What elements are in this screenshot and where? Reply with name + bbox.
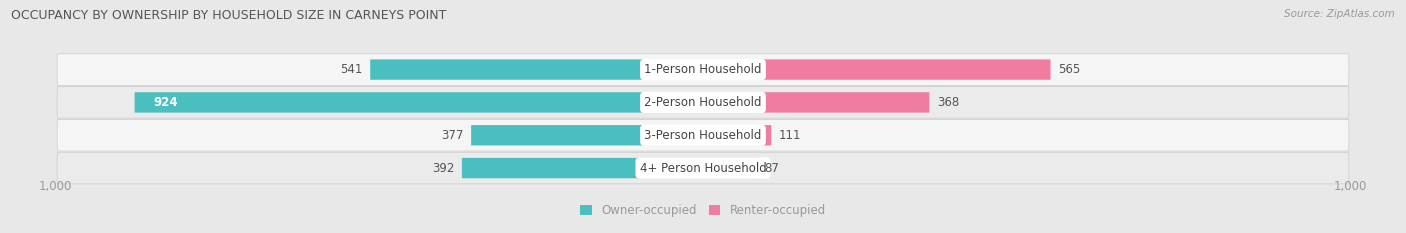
FancyBboxPatch shape xyxy=(461,158,703,178)
FancyBboxPatch shape xyxy=(135,92,703,113)
Text: 924: 924 xyxy=(153,96,177,109)
FancyBboxPatch shape xyxy=(703,125,772,145)
Text: 4+ Person Household: 4+ Person Household xyxy=(640,161,766,175)
FancyBboxPatch shape xyxy=(58,120,1348,151)
Text: 1-Person Household: 1-Person Household xyxy=(644,63,762,76)
Text: 1,000: 1,000 xyxy=(1334,180,1367,193)
Text: 392: 392 xyxy=(432,161,454,175)
Legend: Owner-occupied, Renter-occupied: Owner-occupied, Renter-occupied xyxy=(579,204,827,217)
Text: 111: 111 xyxy=(779,129,801,142)
FancyBboxPatch shape xyxy=(703,59,1050,80)
FancyBboxPatch shape xyxy=(703,92,929,113)
Text: 3-Person Household: 3-Person Household xyxy=(644,129,762,142)
Text: 565: 565 xyxy=(1057,63,1080,76)
FancyBboxPatch shape xyxy=(58,152,1348,184)
Text: 87: 87 xyxy=(763,161,779,175)
Text: 541: 541 xyxy=(340,63,363,76)
FancyBboxPatch shape xyxy=(471,125,703,145)
Text: 2-Person Household: 2-Person Household xyxy=(644,96,762,109)
FancyBboxPatch shape xyxy=(58,87,1348,118)
FancyBboxPatch shape xyxy=(703,158,756,178)
Text: OCCUPANCY BY OWNERSHIP BY HOUSEHOLD SIZE IN CARNEYS POINT: OCCUPANCY BY OWNERSHIP BY HOUSEHOLD SIZE… xyxy=(11,9,447,22)
FancyBboxPatch shape xyxy=(370,59,703,80)
FancyBboxPatch shape xyxy=(58,54,1348,85)
Text: Source: ZipAtlas.com: Source: ZipAtlas.com xyxy=(1284,9,1395,19)
Text: 368: 368 xyxy=(936,96,959,109)
Text: 377: 377 xyxy=(441,129,464,142)
Text: 1,000: 1,000 xyxy=(38,180,72,193)
